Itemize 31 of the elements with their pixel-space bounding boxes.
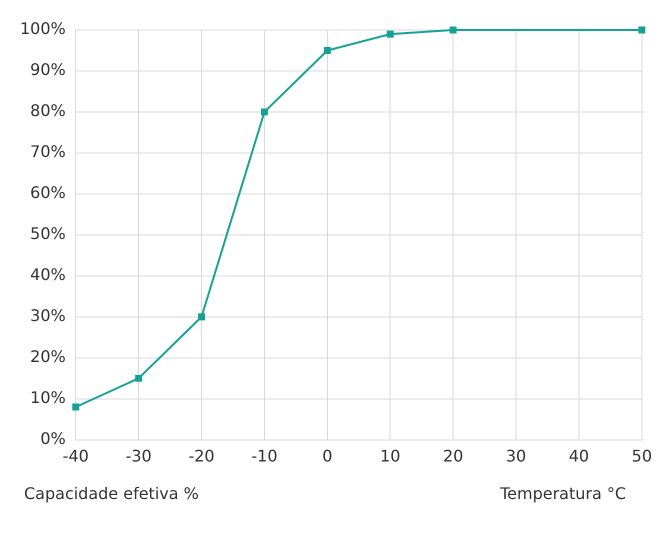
x-tick-label: 0 (322, 446, 332, 466)
y-tick-label: 60% (30, 183, 66, 202)
point (135, 374, 142, 382)
y-tick-label: 30% (30, 306, 66, 326)
x-tick-label: 20 (442, 446, 464, 466)
x-tick-label: 50 (632, 446, 652, 466)
point (72, 404, 80, 410)
y-tick-label: 20% (30, 346, 66, 366)
y-tick-label: 0% (40, 428, 66, 448)
y-tick-label: 100% (20, 19, 66, 38)
y-tick-label: 70% (30, 142, 66, 162)
x-tick-label: 40 (568, 446, 590, 466)
x-tick-label: -30 (126, 446, 152, 466)
x-tick-label: 10 (380, 446, 400, 466)
y-axis-title: Capacidade efetiva % (24, 484, 199, 503)
point (450, 26, 457, 34)
y-tick-label: 90% (30, 60, 66, 80)
x-tick-label: -20 (188, 446, 215, 466)
y-tick-label: 10% (30, 388, 66, 407)
x-axis-title: Temperatura °C (500, 484, 626, 503)
y-tick-label: 50% (30, 224, 66, 244)
point (260, 108, 268, 116)
x-tick-label: -40 (62, 446, 89, 466)
point (386, 30, 394, 38)
point (638, 26, 646, 34)
y-tick-label: 80% (30, 101, 66, 120)
point (324, 47, 331, 54)
point (198, 313, 206, 320)
x-tick-label: 30 (506, 446, 526, 466)
x-tick-label: -10 (251, 446, 278, 466)
y-tick-label: 40% (30, 265, 66, 284)
